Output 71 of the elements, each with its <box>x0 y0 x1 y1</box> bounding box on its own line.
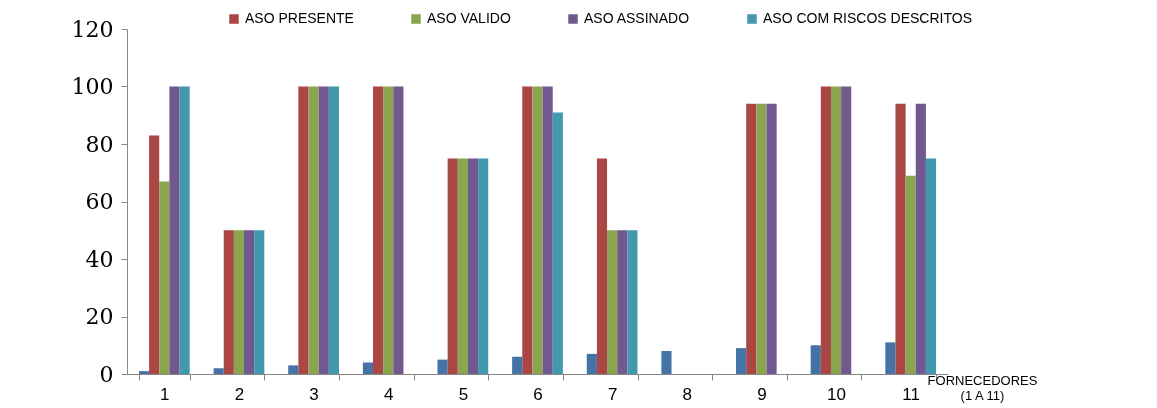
bar <box>244 230 255 374</box>
bar <box>627 230 638 374</box>
x-tick-label: 2 <box>234 384 245 404</box>
y-tick-label: 60 <box>85 189 114 214</box>
x-tick-label: 11 <box>902 384 921 404</box>
bar <box>736 348 747 374</box>
bar <box>810 345 821 374</box>
bar <box>746 103 757 374</box>
x-tick-label: 10 <box>827 384 847 404</box>
bar <box>437 359 448 374</box>
y-tick-label: 100 <box>71 74 114 99</box>
bar <box>885 342 896 374</box>
y-tick-label: 0 <box>99 361 114 387</box>
legend-label: ASO ASSINADO <box>584 10 690 26</box>
legend-label: ASO VALIDO <box>427 10 511 26</box>
x-tick-label: 5 <box>458 384 469 404</box>
bar <box>542 86 553 374</box>
bar <box>915 103 926 374</box>
legend-label: ASO PRESENTE <box>245 10 354 26</box>
bar <box>661 351 672 374</box>
bar <box>895 103 906 374</box>
bar <box>552 112 563 374</box>
bar <box>820 86 831 374</box>
bar <box>586 353 597 374</box>
x-tick-label: 3 <box>309 384 319 404</box>
bar <box>383 86 394 374</box>
bar <box>830 86 842 374</box>
x-tick-label: 8 <box>682 384 693 404</box>
bar <box>308 86 319 374</box>
bar <box>766 103 777 374</box>
bar <box>478 158 489 374</box>
bar <box>905 175 916 374</box>
bar <box>532 86 543 374</box>
bar <box>288 365 299 374</box>
bar <box>841 86 852 374</box>
bar <box>213 368 224 374</box>
bar <box>373 86 384 374</box>
bar <box>179 86 190 374</box>
bar <box>328 86 339 374</box>
x-tick-label: 1 <box>160 384 170 404</box>
bar <box>138 371 150 374</box>
bar <box>925 158 937 374</box>
x-tick-label: 7 <box>607 384 618 404</box>
x-axis-title: FORNECEDORES (1 A 11) <box>927 372 1038 403</box>
bar <box>607 230 618 374</box>
x-tick-label: 6 <box>533 384 543 404</box>
bar <box>522 86 533 374</box>
bar <box>596 158 608 374</box>
bar <box>298 86 309 374</box>
bar <box>169 86 180 374</box>
bar <box>756 103 767 374</box>
bar <box>457 158 468 374</box>
bar <box>233 230 245 374</box>
x-tick-label: 9 <box>757 384 767 404</box>
bar <box>318 86 329 374</box>
x-tick-label: 4 <box>383 384 394 404</box>
y-tick-label: 40 <box>85 246 114 272</box>
bar <box>223 230 234 374</box>
bar <box>362 362 373 374</box>
bar <box>617 230 628 374</box>
bar <box>447 158 458 374</box>
y-tick-label: 120 <box>71 16 114 42</box>
bar <box>254 230 265 374</box>
bar <box>467 158 479 374</box>
bar <box>512 356 523 374</box>
y-tick-label: 20 <box>85 304 114 329</box>
bar <box>159 181 170 374</box>
bar <box>393 86 404 374</box>
legend-label: ASO COM RISCOS DESCRITOS <box>763 10 972 26</box>
y-tick-label: 80 <box>85 131 114 157</box>
bar <box>149 135 160 374</box>
